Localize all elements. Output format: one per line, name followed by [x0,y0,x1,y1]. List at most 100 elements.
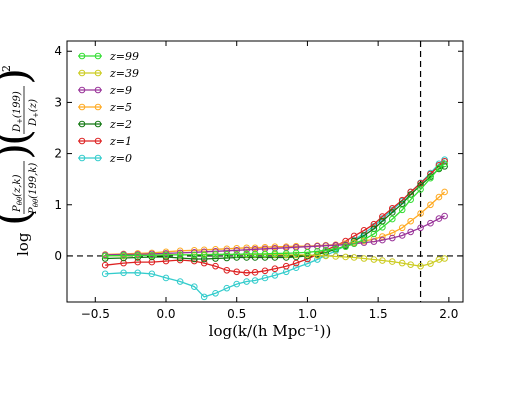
y-axis-frac2-den: D+(z) [28,99,40,127]
y-axis-frac1-num: Pθθ(z,k) [12,174,24,213]
data-point-z99 [101,252,109,260]
data-point-z99 [223,251,231,258]
data-point-z1 [134,258,142,266]
y-tick-label: 4 [54,44,62,58]
y-axis-paren-close-1: ) [0,143,39,160]
y-tick-label: 3 [54,95,62,109]
data-point-z9 [176,249,184,257]
data-point-z5 [398,224,406,232]
data-point-z39 [417,262,424,270]
y-axis-paren-open-2: ( [0,129,39,146]
y-axis-paren-close-2: ) [0,68,39,85]
legend-label-z9: z=9 [109,84,132,97]
y-tick-label: 1 [54,198,62,212]
series-line-z99 [105,163,445,257]
data-point-z2 [101,255,109,262]
data-point-z99 [282,250,290,257]
data-point-z0 [200,293,208,301]
data-point-z39 [407,261,414,268]
data-point-z99 [304,249,311,256]
legend-marker-z99 [94,52,102,60]
data-point-z9 [441,212,448,220]
legend-marker-z2 [94,120,102,128]
data-point-z2 [223,254,231,262]
series-line-z1 [105,160,445,274]
data-point-z99 [200,251,208,259]
data-point-z99 [407,196,414,203]
data-point-z0 [212,290,219,297]
x-tick-label: 0.0 [156,307,175,321]
data-point-z0 [261,274,269,282]
legend-marker-z5 [94,103,102,111]
legend-marker-z1 [78,137,86,145]
data-point-z99 [314,248,321,255]
y-axis-frac2-num: D+(199) [12,91,24,133]
series-line-z0 [105,159,445,298]
data-point-z0 [190,283,198,290]
legend-label-z5: z=5 [109,101,132,114]
legend-marker-z99 [78,52,86,60]
data-point-z1 [370,220,378,228]
legend-marker-z9 [94,86,102,94]
data-point-z5 [435,193,443,201]
data-point-z99 [322,247,330,254]
data-point-z9 [243,246,250,254]
data-point-z99 [427,174,434,182]
data-point-z1 [282,262,290,270]
data-point-z99 [360,236,368,243]
data-point-z2 [379,217,386,225]
data-point-z99 [370,230,378,238]
data-point-z9 [342,241,349,248]
x-tick-label: 1.5 [369,307,388,321]
data-point-z1 [292,259,300,267]
y-axis-frac1-den: Pθθ(199,k) [28,163,40,215]
legend-marker-z9 [78,86,86,94]
data-point-z99 [162,251,170,259]
data-point-z0 [292,264,300,272]
legend-marker-z0 [94,154,102,162]
legend-marker-z0 [78,154,86,162]
data-point-z9 [398,232,406,239]
data-point-z5 [441,188,448,196]
data-point-z5 [233,244,241,252]
series-line-z9 [105,215,445,256]
data-point-z39 [398,259,406,267]
data-point-z0 [134,269,142,277]
legend-label-z39: z=39 [109,67,139,80]
data-point-z1 [379,213,386,220]
data-point-z99 [271,250,279,257]
data-point-z1 [212,262,219,270]
data-point-z9 [388,234,396,242]
data-point-z1 [101,261,109,269]
legend-label-z2: z=2 [109,118,132,131]
data-point-z99 [148,252,156,259]
data-point-z99 [398,206,406,214]
data-point-z2 [398,200,406,208]
data-point-z0 [271,272,279,279]
data-point-z0 [304,260,311,267]
data-point-z5 [417,210,424,217]
data-point-z1 [223,266,231,274]
data-point-z1 [261,267,269,275]
legend-marker-z39 [78,69,86,77]
x-tick-label: 2.0 [439,307,458,321]
data-point-z5 [379,233,386,240]
legend-label-z99: z=99 [109,50,139,63]
data-point-z9 [233,247,241,254]
data-point-z0 [162,274,170,282]
data-point-z1 [388,205,396,212]
data-point-z99 [134,252,142,259]
y-tick-label: 2 [54,147,62,161]
data-point-z0 [233,280,241,288]
data-point-z9 [435,215,443,222]
data-point-z99 [190,251,198,259]
data-point-z0 [243,278,250,285]
data-point-z99 [417,186,424,193]
data-point-z99 [342,243,349,251]
data-point-z5 [176,247,184,255]
data-point-z99 [350,240,358,247]
y-axis-exponent: 2 [0,65,13,72]
data-point-z39 [350,254,358,261]
data-point-z1 [162,257,170,265]
